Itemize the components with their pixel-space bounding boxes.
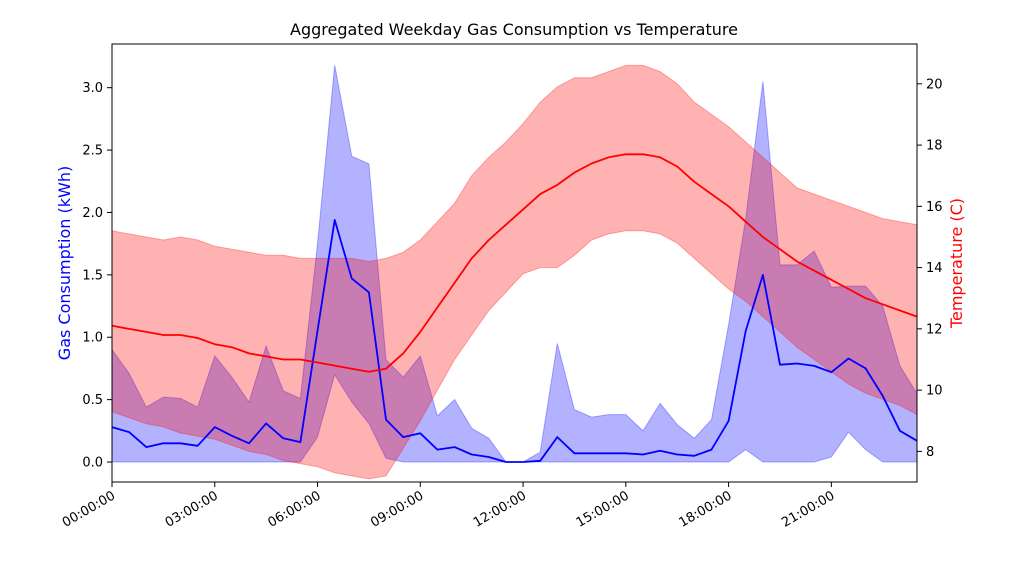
x-tick-label: 03:00:00 — [163, 488, 221, 530]
chart-title: Aggregated Weekday Gas Consumption vs Te… — [290, 20, 738, 39]
right-y-tick-label: 8 — [926, 445, 934, 460]
left-y-tick-label: 2.0 — [82, 206, 103, 221]
x-tick-label: 18:00:00 — [677, 488, 735, 530]
left-axis-label: Gas Consumption (kWh) — [55, 166, 74, 360]
x-tick-label: 12:00:00 — [471, 488, 529, 530]
x-tick-label: 06:00:00 — [265, 488, 323, 530]
x-tick-label: 00:00:00 — [60, 488, 118, 530]
left-y-tick-label: 1.0 — [82, 331, 103, 346]
left-y-tick-label: 3.0 — [82, 81, 103, 96]
right-y-tick-label: 18 — [926, 139, 943, 154]
x-tick-label: 21:00:00 — [779, 488, 837, 530]
series-1-line — [111, 153, 918, 373]
right-y-tick-label: 14 — [926, 261, 943, 276]
plot-frame — [111, 43, 918, 483]
left-y-tick-label: 0.0 — [82, 456, 103, 471]
x-axis: 00:00:00 03:00:00 06:00:00 09:00:00 12:00:00… — [60, 482, 837, 531]
right-y-axis: 8 10 12 14 16 18 20 — [917, 77, 943, 460]
series-0-line — [111, 218, 918, 463]
right-y-tick-label: 16 — [926, 200, 943, 215]
left-y-tick-label: 1.5 — [82, 268, 103, 283]
plot-area — [111, 64, 918, 480]
right-y-tick-label: 10 — [926, 384, 943, 399]
left-y-tick-label: 2.5 — [82, 144, 103, 159]
left-y-tick-label: 0.5 — [82, 393, 103, 408]
right-axis-label: Temperature (C) — [947, 198, 966, 329]
left-y-axis: 0.0 0.5 1.0 1.5 2.0 2.5 3.0 — [82, 81, 112, 471]
x-tick-label: 09:00:00 — [368, 488, 426, 530]
right-y-tick-label: 20 — [926, 77, 943, 92]
x-tick-label: 15:00:00 — [574, 488, 632, 530]
right-y-tick-label: 12 — [926, 322, 943, 337]
